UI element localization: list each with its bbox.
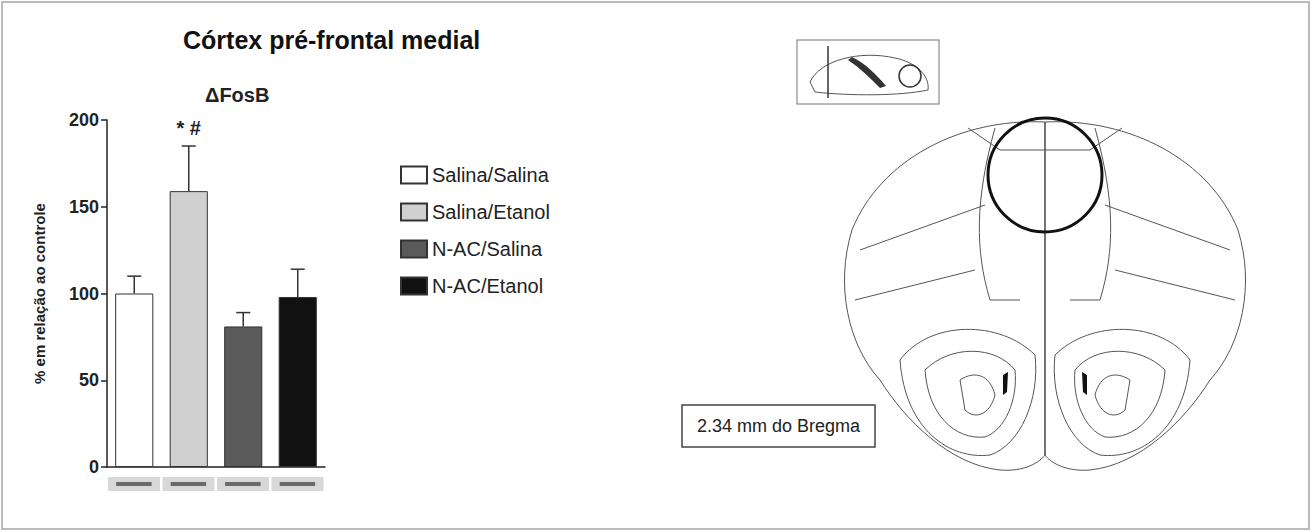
svg-text:N-AC/Etanol: N-AC/Etanol (432, 275, 543, 297)
svg-text:50: 50 (79, 370, 99, 390)
svg-text:Salina/Salina: Salina/Salina (432, 164, 550, 186)
svg-text:Salina/Etanol: Salina/Etanol (432, 201, 550, 223)
svg-text:ΔFosB: ΔFosB (205, 84, 269, 106)
svg-text:Córtex pré-frontal medial: Córtex pré-frontal medial (183, 26, 480, 54)
svg-text:* #: * # (177, 117, 201, 139)
svg-text:150: 150 (69, 197, 99, 217)
svg-text:% em relação ao controle: % em relação ao controle (31, 203, 48, 384)
svg-text:200: 200 (69, 110, 99, 130)
svg-text:2.34 mm do Bregma: 2.34 mm do Bregma (697, 416, 861, 436)
svg-text:0: 0 (89, 457, 99, 477)
svg-text:100: 100 (69, 284, 99, 304)
svg-text:N-AC/Salina: N-AC/Salina (432, 238, 543, 260)
